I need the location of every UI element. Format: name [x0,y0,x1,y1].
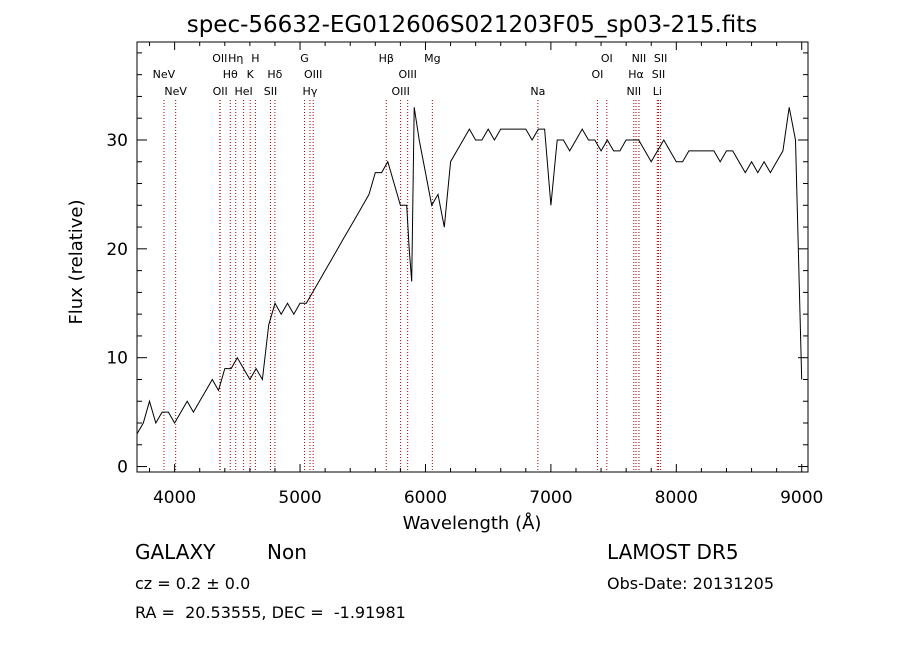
marker-label: Na [530,85,545,98]
y-axis-ticks: 0 10 20 30 [106,52,808,478]
marker-label: NII [632,52,647,65]
x-tick-label: 6000 [404,488,447,508]
marker-label: G [300,52,309,65]
x-tick-label: 4000 [153,488,196,508]
observation-date: Obs-Date: 20131205 [607,574,775,593]
redshift-cz: cz = 0.2 ± 0.0 [135,574,251,593]
y-tick-label: 20 [106,240,128,260]
y-tick-label: 30 [106,131,128,151]
marker-label: H [251,52,259,65]
marker-label: Hα [628,68,644,81]
marker-label: Hγ [303,85,318,98]
marker-label: SII [654,52,667,65]
marker-label: NeV [164,85,187,98]
sky-coordinates: RA = 20.53555, DEC = -1.91981 [135,603,406,622]
marker-label: NeV [153,68,176,81]
marker-label: Hδ [267,68,282,81]
x-tick-label: 7000 [529,488,572,508]
marker-label: SII [264,85,277,98]
object-class: GALAXY [135,540,216,564]
marker-label: OIII [304,68,322,81]
y-tick-label: 10 [106,349,128,369]
emission-line-markers: NeV NeV OII OII Hθ Hη HeI KH SII Hδ G Hγ OIII Hβ OIII O… [153,52,667,472]
marker-label: Hη [228,52,243,65]
plot-frame [136,41,809,473]
marker-label: Li [653,85,662,98]
marker-label: Mg [424,52,440,65]
marker-label: OIII [391,85,409,98]
marker-label: OI [601,52,613,65]
marker-label: SII [652,68,665,81]
x-tick-label: 8000 [655,488,698,508]
object-subclass: Non [267,540,307,564]
y-tick-label: 0 [117,458,128,478]
marker-label: Hβ [379,52,394,65]
marker-label: OIII [398,68,416,81]
chart-title: spec-56632-EG012606S021203F05_sp03-215.f… [187,12,758,38]
spectrum-series [136,107,803,435]
marker-label: HeI [234,85,252,98]
y-axis-label: Flux (relative) [66,199,87,324]
marker-label: OI [591,68,603,81]
x-axis-label: Wavelength (Å) [403,512,542,534]
spectrum-line [136,107,803,435]
x-tick-label: 5000 [278,488,321,508]
x-tick-label: 9000 [780,488,823,508]
marker-label: NII [626,85,641,98]
marker-label: Hθ [223,68,238,81]
marker-label: OII [212,52,227,65]
marker-label: OII [213,85,228,98]
marker-label: K [247,68,255,81]
x-axis-ticks: 4000 5000 6000 7000 8000 9000 [149,42,823,508]
survey-name: LAMOST DR5 [607,540,739,564]
